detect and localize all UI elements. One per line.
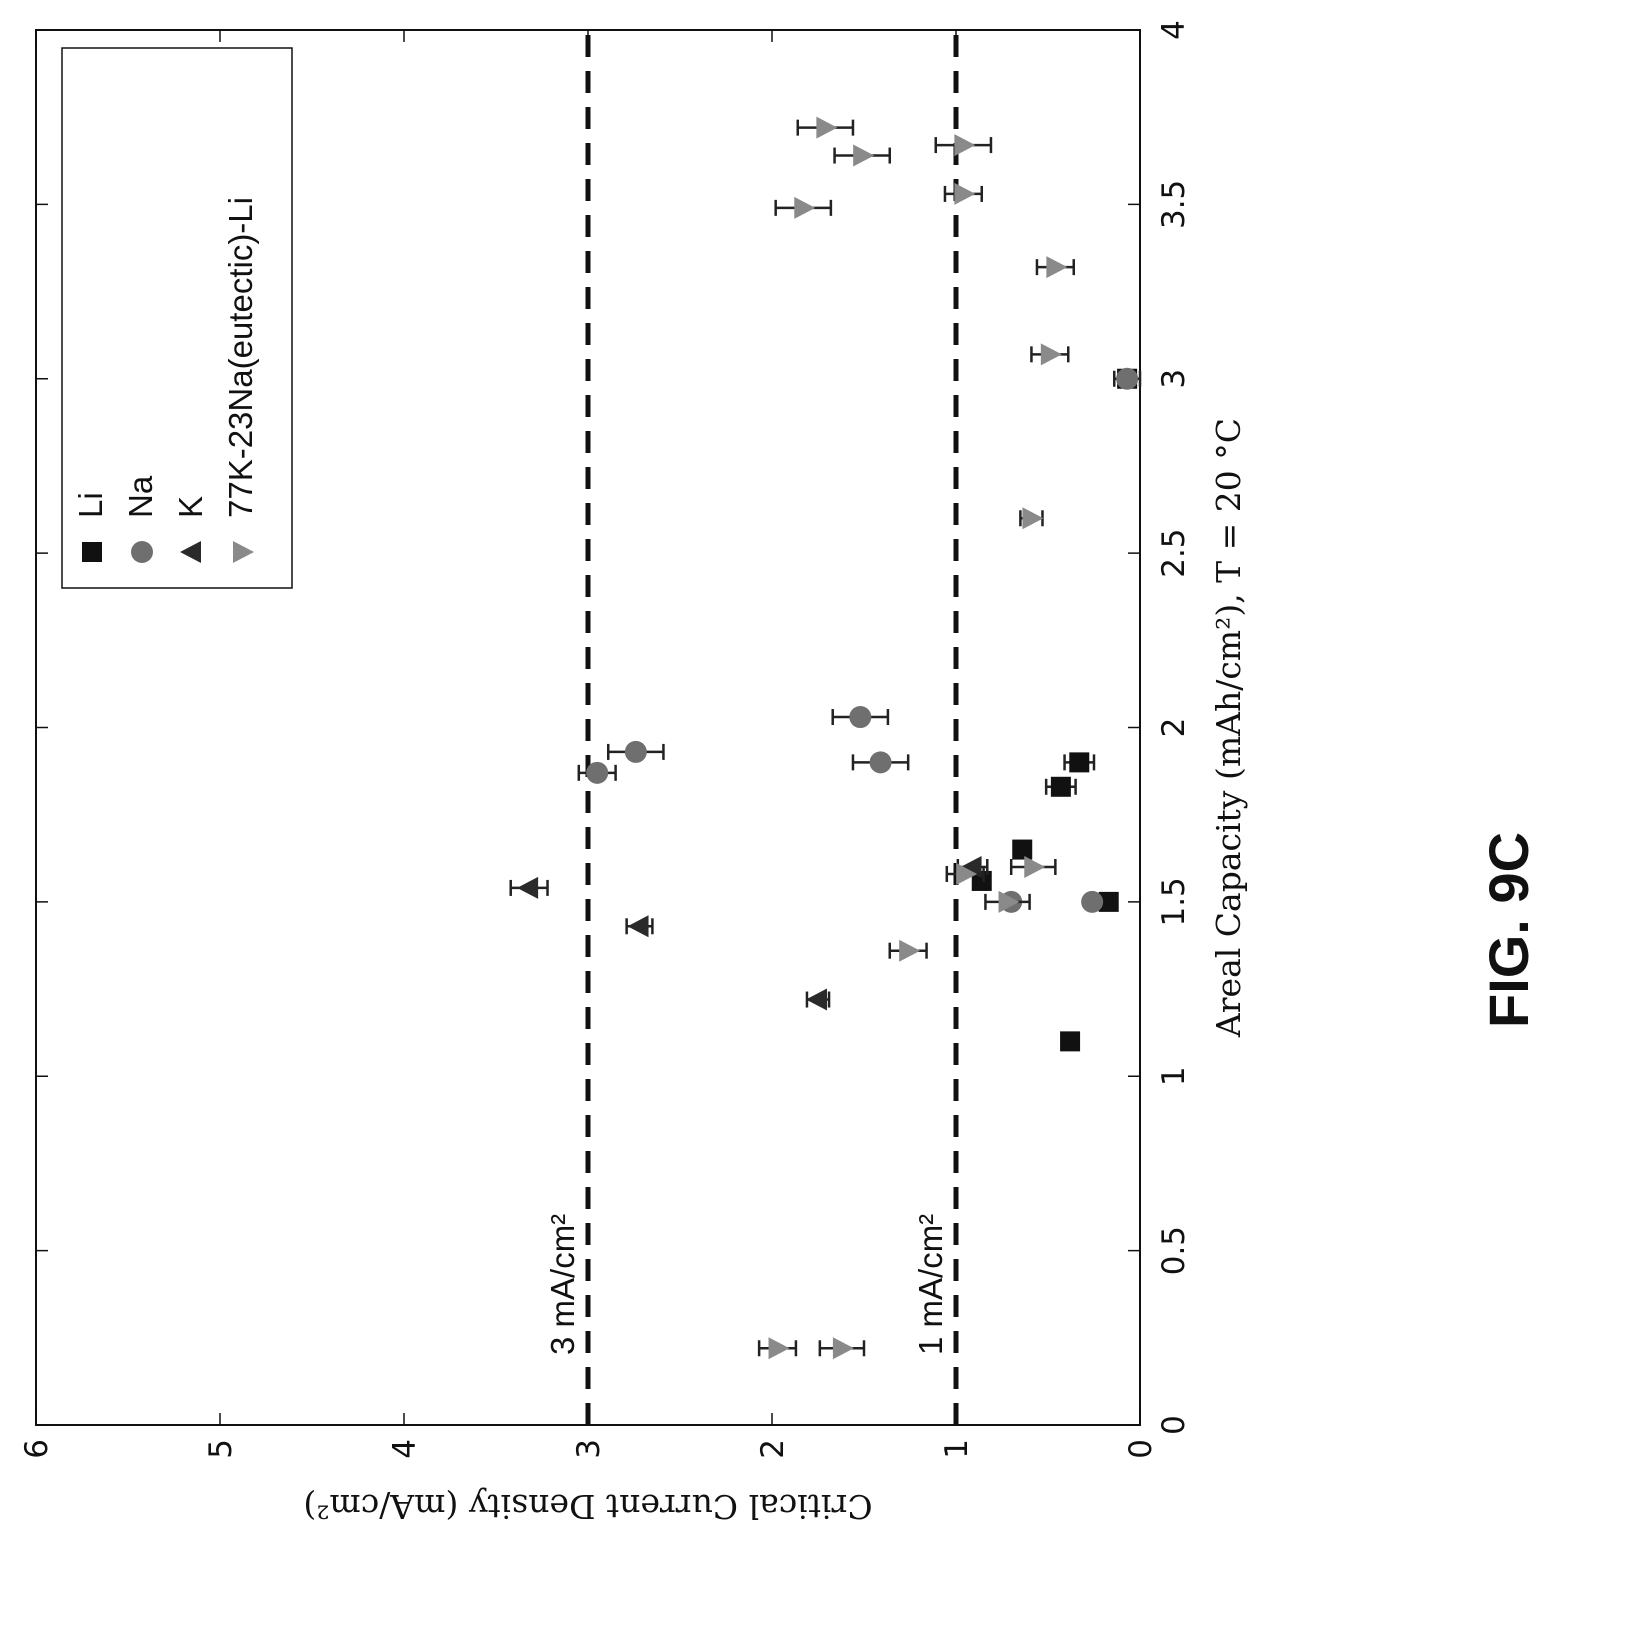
marker [816, 116, 838, 139]
y-tick-label: 1 [939, 1439, 975, 1459]
marker [960, 856, 982, 878]
legend-label: 77K-23Na(eutectic)-Li [222, 197, 259, 518]
marker [1012, 839, 1033, 860]
reference-lines: 3 mA/cm² 1 mA/cm² [544, 30, 959, 1425]
marker [853, 144, 875, 167]
x-tick-label: 3.5 [1156, 180, 1192, 229]
marker [624, 740, 647, 763]
marker [1081, 890, 1104, 913]
reference-line-label: 3 mA/cm² [544, 1214, 581, 1355]
marker [849, 706, 872, 729]
legend-box [61, 47, 293, 589]
marker [794, 196, 816, 219]
x-tick-label: 2 [1156, 718, 1192, 738]
marker [233, 541, 254, 563]
marker [832, 1337, 854, 1360]
series-77k-23na-eutectic-li [757, 116, 1076, 1360]
x-tick-label: 2.5 [1156, 528, 1192, 577]
legend: Li Na K 77K-23Na(eutectic)-Li [61, 47, 293, 589]
marker [1046, 256, 1068, 279]
y-tick-label: 3 [571, 1439, 607, 1459]
series-na [577, 367, 1139, 913]
legend-label: Na [122, 475, 159, 518]
x-axis-label: Areal Capacity (mAh/cm²), T = 20 °C [1209, 418, 1248, 1038]
marker [998, 890, 1020, 913]
data-marks [509, 116, 1142, 1360]
y-tick-label: 2 [755, 1439, 791, 1459]
marker [1060, 1031, 1081, 1052]
marker [517, 876, 539, 899]
y-axis-label: Critical Current Density (mA/cm²) [303, 1487, 872, 1526]
legend-label: Li [72, 492, 109, 518]
marker [1098, 891, 1119, 912]
series-k [509, 856, 989, 1011]
marker [82, 542, 102, 562]
marker [956, 862, 978, 885]
marker [1116, 367, 1139, 390]
series-li [971, 368, 1142, 1052]
y-tick-label: 6 [19, 1439, 55, 1459]
rotated-chart: 0 0.5 1 1.5 2 2.5 3 3.5 4 0 1 2 3 4 5 6 3 mA/cm² 1 mA/cm… [19, 20, 1248, 1526]
marker [180, 541, 201, 563]
marker [954, 182, 976, 205]
marker [899, 939, 921, 962]
marker [869, 751, 892, 774]
x-tick-label: 1 [1156, 1066, 1192, 1086]
marker [1050, 776, 1071, 797]
marker [627, 915, 649, 938]
axis-labels: Areal Capacity (mAh/cm²), T = 20 °C Crit… [303, 418, 1248, 1526]
x-tick-label: 4 [1156, 20, 1192, 40]
marker [768, 1337, 790, 1360]
marker [131, 541, 153, 563]
x-tick-label: 1.5 [1156, 877, 1192, 926]
y-tick-label: 5 [203, 1439, 239, 1459]
marker [971, 870, 992, 891]
x-tick-label: 3 [1156, 369, 1192, 389]
x-tick-label: 0 [1156, 1415, 1192, 1435]
x-tick-label: 0.5 [1156, 1226, 1192, 1275]
reference-line-label: 1 mA/cm² [912, 1214, 949, 1355]
marker [1022, 507, 1044, 530]
legend-label: K [172, 496, 209, 518]
marker [1040, 343, 1062, 366]
marker [806, 988, 827, 1011]
axis-ticks: 0 0.5 1 1.5 2 2.5 3 3.5 4 0 1 2 3 4 5 6 [19, 20, 1192, 1459]
y-tick-label: 0 [1123, 1439, 1159, 1459]
figure-label: FIG. 9C [1477, 832, 1540, 1028]
y-tick-label: 4 [387, 1439, 423, 1459]
marker [586, 761, 609, 784]
marker [1069, 752, 1090, 773]
marker [954, 134, 976, 157]
marker [1024, 856, 1046, 878]
